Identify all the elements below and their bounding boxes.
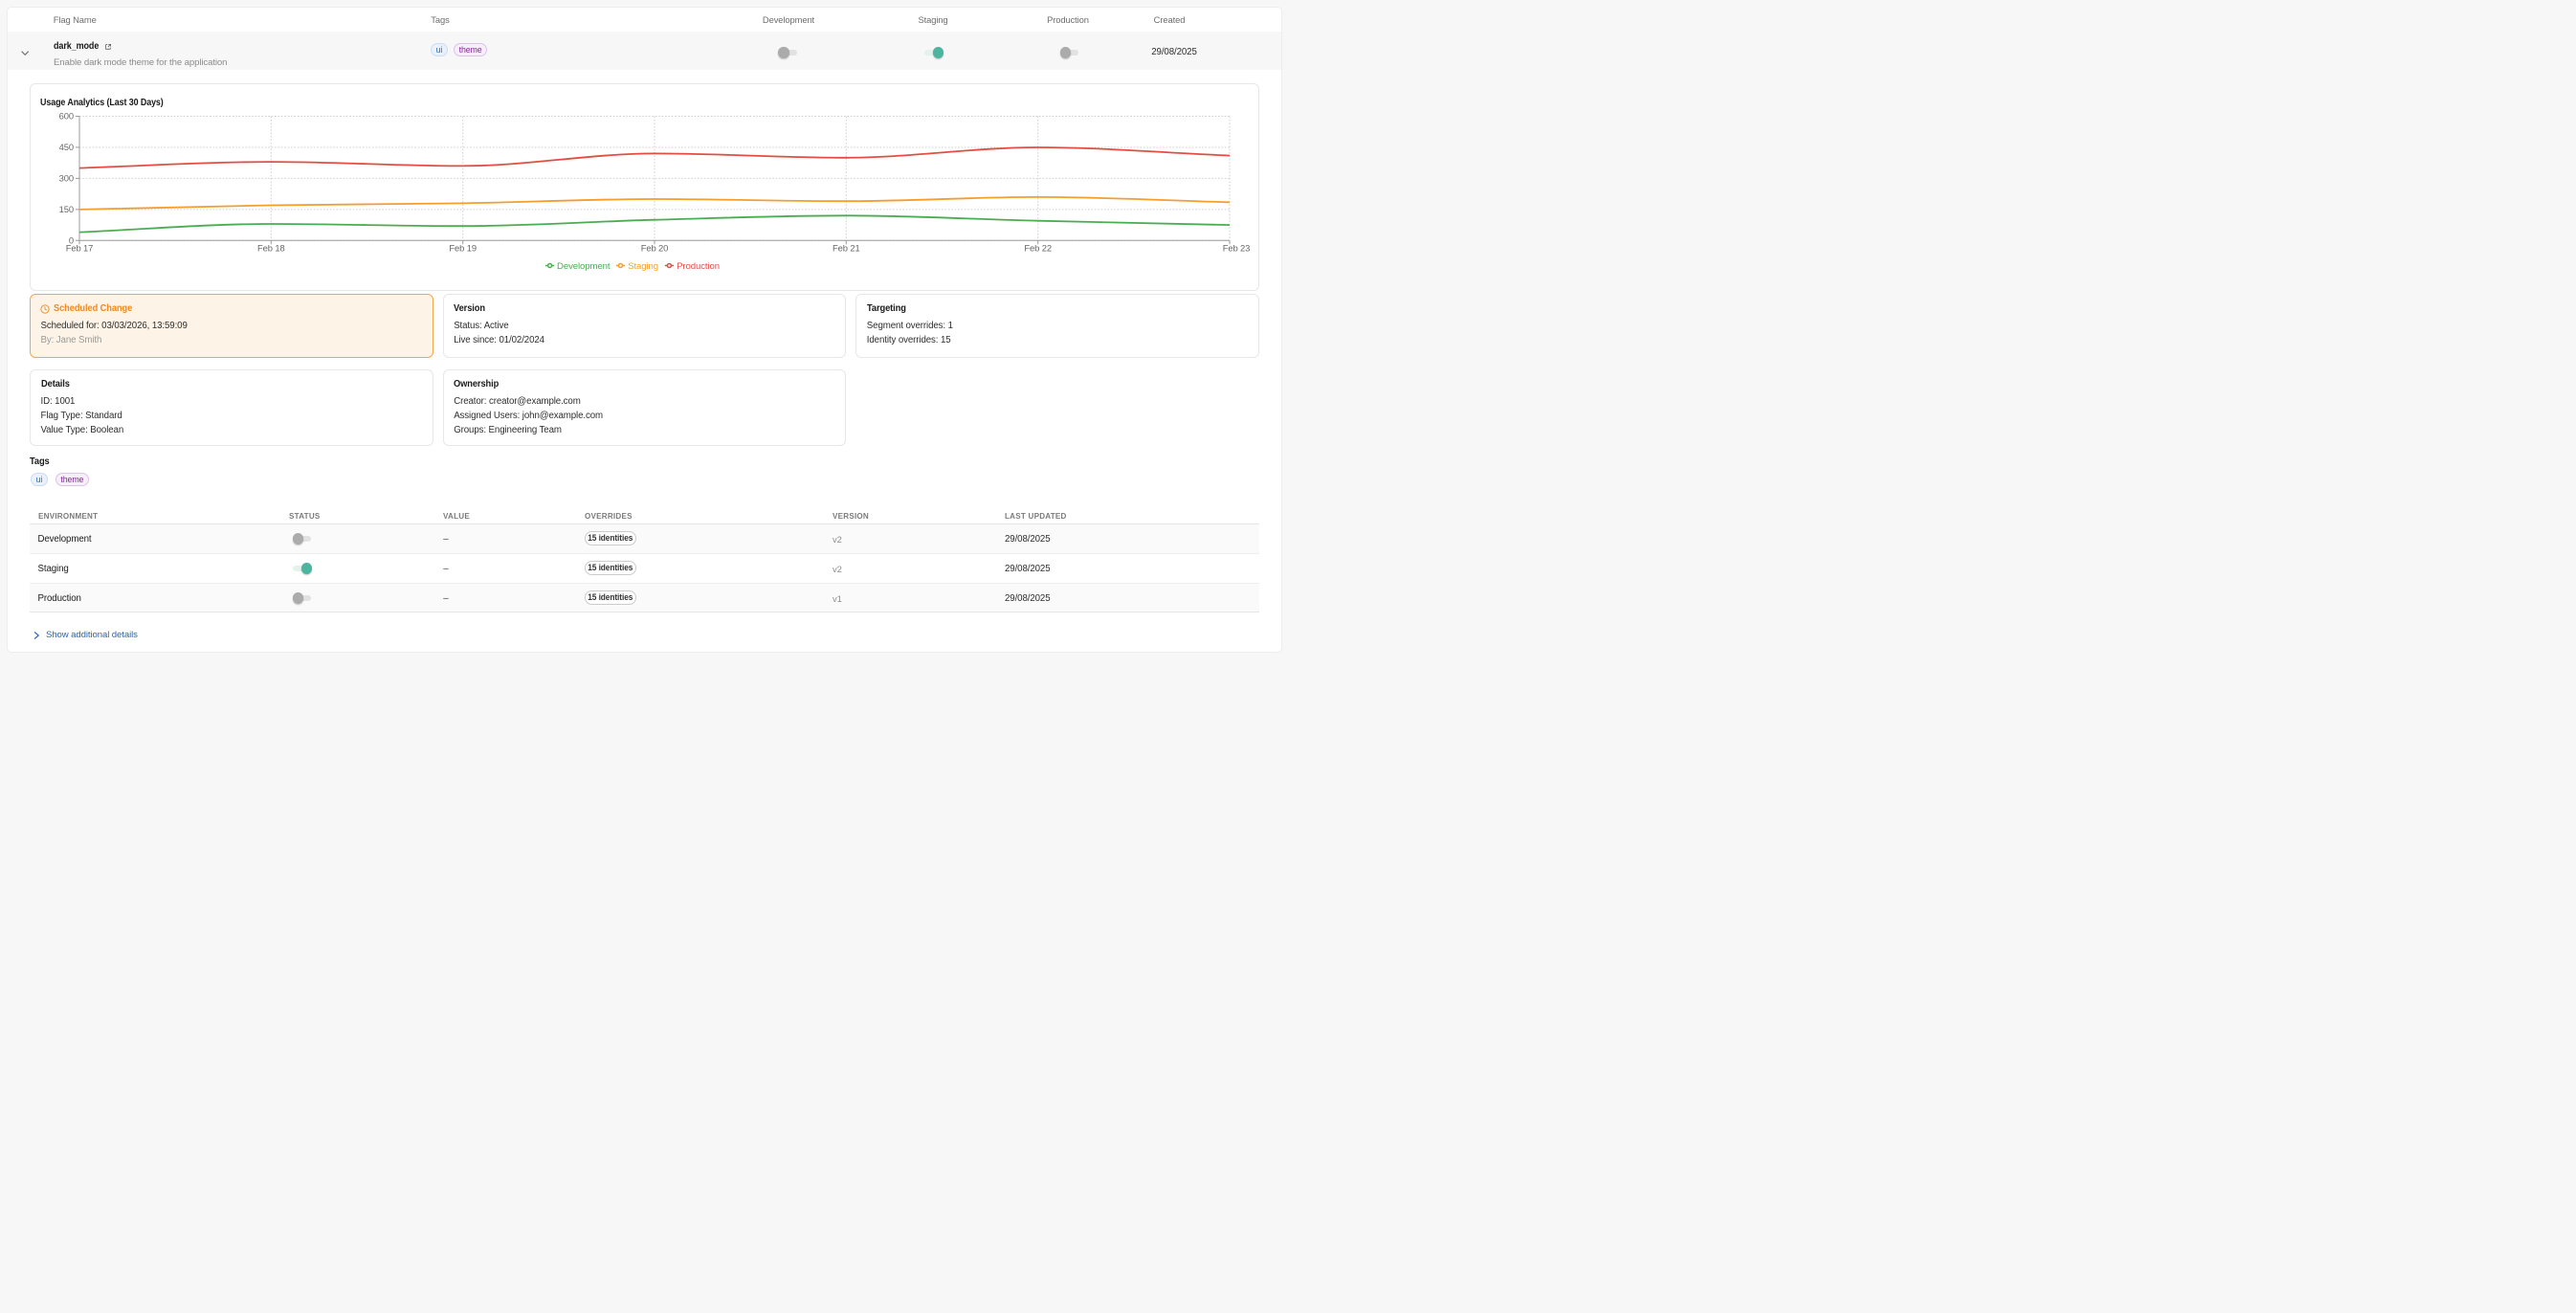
svg-text:300: 300 <box>59 173 74 184</box>
svg-text:600: 600 <box>59 111 74 122</box>
svg-text:Development: Development <box>557 261 611 272</box>
svg-text:150: 150 <box>59 204 74 214</box>
svg-text:Feb 22: Feb 22 <box>1024 243 1052 254</box>
svg-text:Feb 19: Feb 19 <box>449 243 477 254</box>
svg-text:Staging: Staging <box>628 261 658 272</box>
svg-text:Feb 17: Feb 17 <box>66 243 94 254</box>
svg-text:Feb 23: Feb 23 <box>1223 243 1251 254</box>
svg-text:450: 450 <box>59 142 74 152</box>
svg-text:0: 0 <box>69 235 74 246</box>
svg-text:Feb 20: Feb 20 <box>641 243 669 254</box>
svg-text:Feb 21: Feb 21 <box>833 243 860 254</box>
svg-text:Production: Production <box>677 261 720 272</box>
svg-text:Feb 18: Feb 18 <box>257 243 285 254</box>
